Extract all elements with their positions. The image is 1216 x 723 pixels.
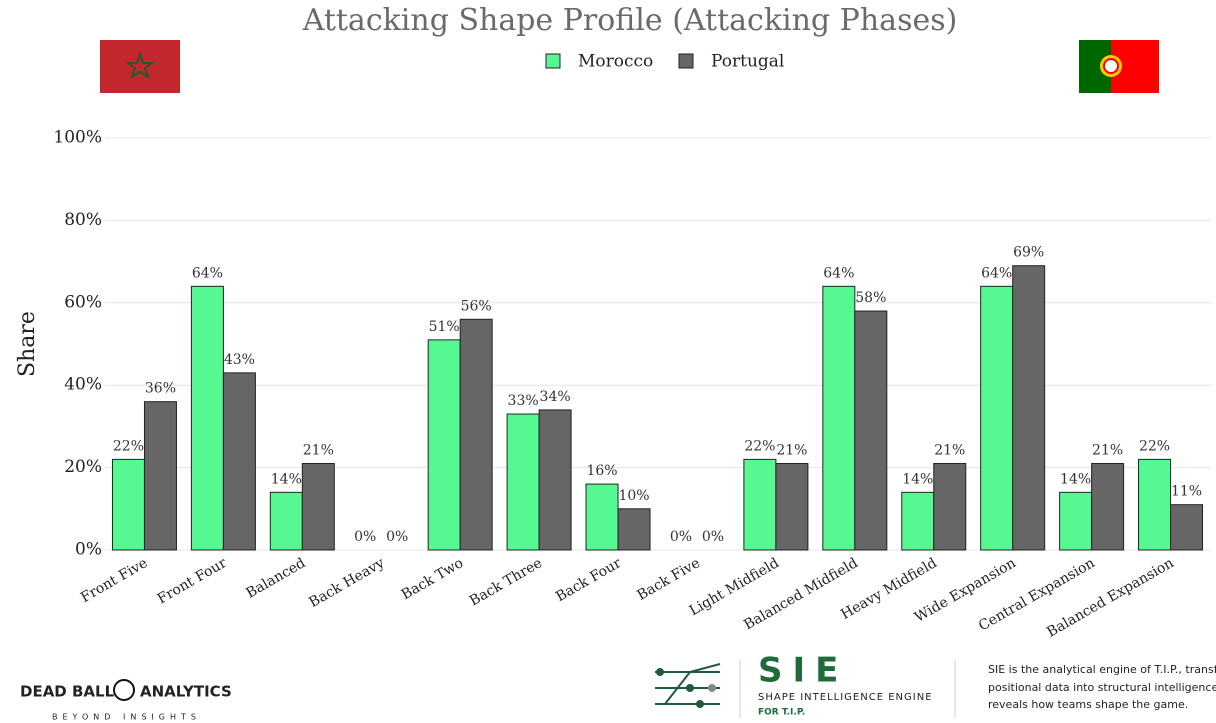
x-tick-label: Balanced: [244, 555, 309, 602]
value-label: 69%: [1013, 245, 1044, 261]
value-label: 56%: [461, 298, 492, 314]
legend-swatch: [678, 53, 694, 69]
y-tick-label: 80%: [64, 210, 102, 230]
description-line: SIE is the analytical engine of T.I.P., …: [988, 663, 1216, 676]
x-tick-label: Balanced Expansion: [1044, 555, 1176, 641]
bar: [1012, 265, 1046, 551]
bar: [1091, 462, 1125, 551]
morocco-flag: [100, 40, 180, 93]
bar: [427, 339, 461, 551]
sie-for: FOR T.I.P.: [758, 708, 805, 718]
bar: [585, 483, 619, 551]
value-label: 14%: [271, 471, 302, 487]
legend-label: Portugal: [711, 52, 784, 72]
description-line: reveals how teams shape the game.: [988, 698, 1188, 711]
value-label: 0%: [670, 529, 692, 545]
value-label: 21%: [303, 442, 334, 458]
value-label: 0%: [386, 529, 408, 545]
sie-name: SHAPE INTELLIGENCE ENGINE: [758, 692, 933, 703]
y-axis-label: Share: [15, 311, 40, 377]
value-label: 21%: [776, 442, 807, 458]
y-tick-label: 60%: [64, 292, 102, 312]
bar: [111, 458, 145, 551]
value-label: 10%: [618, 488, 649, 504]
bar: [901, 491, 935, 551]
legend-label: Morocco: [578, 52, 653, 72]
bar: [301, 462, 335, 551]
value-label: 21%: [934, 442, 965, 458]
y-tick-label: 100%: [53, 128, 102, 148]
value-label: 11%: [1171, 484, 1202, 500]
x-tick-label: Back Three: [467, 555, 545, 609]
sie-logo: SIE: [758, 651, 848, 691]
y-tick-label: 20%: [64, 457, 102, 477]
value-label: 0%: [354, 529, 376, 545]
bar: [743, 458, 777, 551]
bar: [775, 462, 809, 551]
bar: [980, 285, 1014, 551]
value-label: 64%: [981, 265, 1012, 281]
value-label: 64%: [823, 265, 854, 281]
value-label: 34%: [540, 389, 571, 405]
brand: DEAD BALL: [20, 683, 115, 701]
value-label: 14%: [1060, 471, 1091, 487]
bar: [143, 401, 177, 551]
value-label: 0%: [702, 529, 724, 545]
x-tick-label: Back Heavy: [306, 555, 387, 611]
bar: [190, 285, 224, 551]
x-tick-label: Front Five: [78, 555, 150, 606]
value-label: 22%: [744, 438, 775, 454]
portugal-flag: [1079, 40, 1159, 93]
value-label: 43%: [224, 352, 255, 368]
value-label: 33%: [508, 393, 539, 409]
value-label: 22%: [1139, 438, 1170, 454]
tagline: BEYOND INSIGHTS: [52, 713, 201, 722]
value-label: 51%: [429, 319, 460, 335]
bar: [854, 310, 888, 551]
description-line: positional data into structural intellig…: [988, 681, 1216, 694]
value-label: 21%: [1092, 442, 1123, 458]
bar: [538, 409, 572, 551]
value-label: 36%: [145, 381, 176, 397]
y-tick-label: 0%: [75, 540, 102, 560]
x-tick-label: Back Five: [635, 555, 703, 604]
bar: [1170, 504, 1204, 551]
bar: [222, 372, 256, 551]
value-label: 64%: [192, 265, 223, 281]
value-label: 16%: [586, 463, 617, 479]
bar: [459, 318, 493, 551]
x-tick-label: Back Four: [553, 555, 624, 605]
bar: [822, 285, 856, 551]
value-label: 22%: [113, 438, 144, 454]
chart-title: Attacking Shape Profile (Attacking Phase…: [302, 3, 958, 38]
bar: [1059, 491, 1093, 551]
bar: [933, 462, 967, 551]
legend-swatch: [545, 53, 561, 69]
value-label: 14%: [902, 471, 933, 487]
brand2: ANALYTICS: [140, 683, 232, 701]
bar: [1138, 458, 1172, 551]
x-tick-label: Back Two: [399, 555, 466, 603]
x-tick-label: Front Four: [155, 555, 230, 608]
bar: [617, 508, 651, 551]
bar: [506, 413, 540, 551]
footer: DEAD BALL ANALYTICS BEYOND INSIGHTS SIE …: [20, 651, 1216, 722]
bar: [269, 491, 303, 551]
value-label: 58%: [855, 290, 886, 306]
y-tick-label: 40%: [64, 375, 102, 395]
